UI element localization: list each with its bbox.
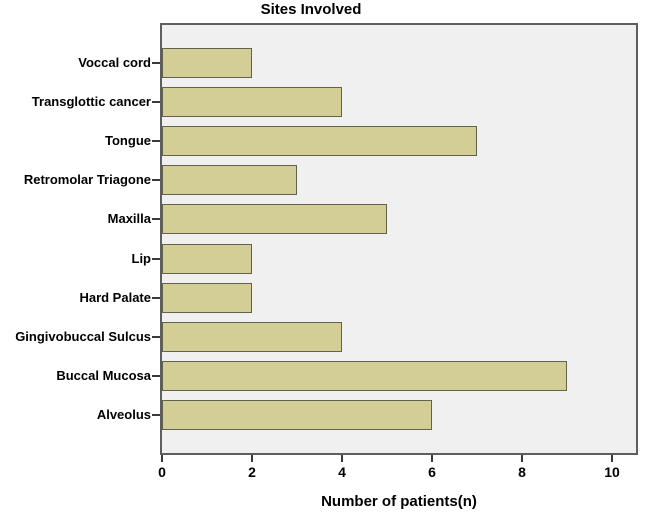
- bar-gingivobuccal-sulcus: [162, 321, 342, 352]
- y-axis-tick: [152, 101, 160, 104]
- bar-buccal-mucosa: [162, 360, 567, 391]
- x-axis-tick-label-6: 6: [428, 464, 436, 480]
- x-axis-tick: [611, 455, 613, 462]
- y-axis-label-hard-palate: Hard Palate: [79, 289, 151, 305]
- bar-hard-palate: [162, 282, 252, 313]
- x-axis-tick-label-0: 0: [158, 464, 166, 480]
- y-axis-label-maxilla: Maxilla: [107, 211, 151, 227]
- y-axis-tick: [152, 335, 160, 338]
- bar-maxilla: [162, 204, 387, 235]
- x-axis-tick-label-4: 4: [338, 464, 346, 480]
- y-axis-tick: [152, 140, 160, 143]
- bar-alveolus: [162, 399, 432, 430]
- y-axis-label-lip: Lip: [131, 250, 152, 266]
- y-axis-label-buccal-mucosa: Buccal Mucosa: [56, 367, 151, 383]
- y-axis-label-gingivobuccal-sulcus: Gingivobuccal Sulcus: [15, 328, 151, 344]
- x-axis-tick: [251, 455, 253, 462]
- bar-voccal-cord: [162, 48, 252, 78]
- y-axis-tick: [152, 62, 160, 64]
- y-axis-label-voccal-cord: Voccal cord: [78, 55, 151, 70]
- x-axis-tick-label-2: 2: [248, 464, 256, 480]
- y-axis-label-transglottic-cancer: Transglottic cancer: [31, 94, 151, 110]
- y-axis-tick: [152, 296, 160, 299]
- x-axis-tick: [521, 455, 523, 462]
- x-axis-tick-label-10: 10: [604, 464, 620, 480]
- x-axis-title: Number of patients(n): [321, 493, 477, 510]
- bar-transglottic-cancer: [162, 87, 342, 118]
- x-axis-tick: [161, 455, 163, 462]
- plot-area: [160, 23, 638, 455]
- y-axis-label-alveolus: Alveolus: [96, 406, 151, 422]
- x-axis-tick-label-8: 8: [518, 464, 526, 480]
- x-axis-tick: [431, 455, 433, 462]
- bar-tongue: [162, 126, 477, 157]
- y-axis-label-retromolar-triagone: Retromolar Triagone: [23, 172, 151, 188]
- bar-lip: [162, 243, 252, 274]
- y-axis-tick: [152, 413, 160, 416]
- y-axis-tick: [152, 374, 160, 377]
- y-axis-tick: [152, 257, 160, 260]
- chart-title: Sites Involved: [260, 1, 362, 18]
- y-axis-label-tongue: Tongue: [105, 133, 151, 149]
- y-axis-tick: [152, 179, 160, 182]
- bar-retromolar-triagone: [162, 165, 297, 196]
- y-axis-tick: [152, 218, 160, 221]
- x-axis-tick: [341, 455, 343, 462]
